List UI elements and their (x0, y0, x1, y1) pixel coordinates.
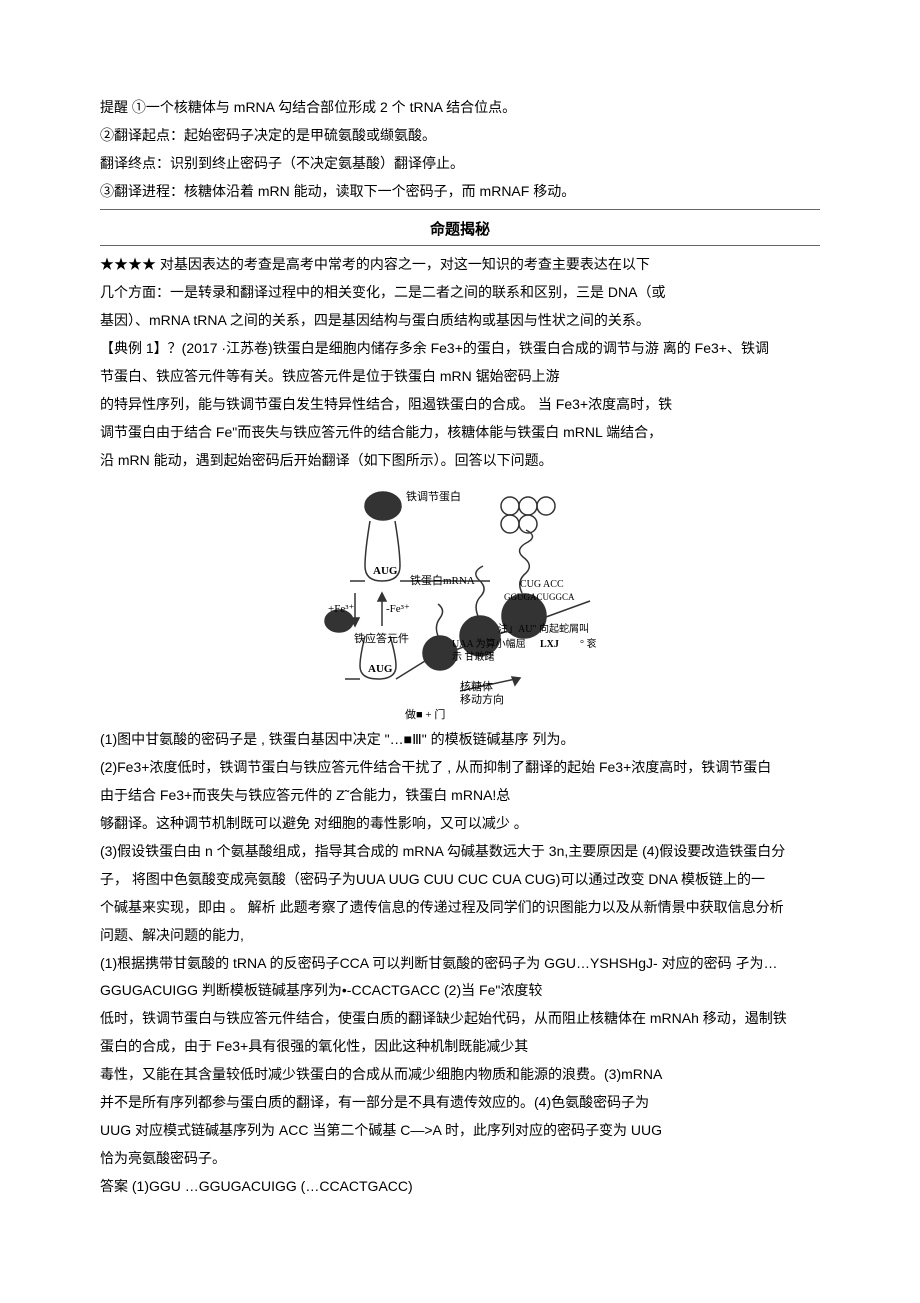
question-4a: 子， 将图中色氨酸变成亮氨酸（密码子为UUA UUG CUU CUC CUA C… (100, 867, 820, 893)
analysis-1: (1)根据携带甘氨酸的 tRNA 的反密码子CCA 可以判断甘氨酸的密码子为 G… (100, 951, 820, 977)
analysis-2: GGUGACUIGG 判断模板链碱基序列为•-CCACTGACC (2)当 Fe… (100, 978, 820, 1004)
question-1: (1)图中甘氨酸的密码子是 , 铁蛋白基因中决定 "…■Ⅲ" 的模板链碱基序 列… (100, 727, 820, 753)
fig-bottom: 做■ + 门 (405, 705, 445, 725)
analysis-4: 蛋白的合成，由于 Fe3+具有很强的氧化性，因此这种机制既能减少其 (100, 1034, 820, 1060)
intro-line-1: ★★★★ 对基因表达的考查是高考中常考的内容之一，对这一知识的考查主要表达在以下 (100, 252, 820, 278)
fig-aug-1: AUG (373, 561, 397, 581)
section-heading: 命题揭秘 (100, 216, 820, 244)
fig-ire: 铁应答元件 (354, 629, 409, 649)
example-line-4: 调节蛋白由于结合 Fe"而丧失与铁应答元件的结合能力，核糖体能与铁蛋白 mRNL… (100, 420, 820, 446)
question-2c: 够翻译。这种调节机制既可以避免 对细胞的毒性影响，又可以减少 。 (100, 811, 820, 837)
question-2b: 由于结合 Fe3+而丧失与铁应答元件的 Z˜合能力，铁蛋白 mRNA!总 (100, 783, 820, 809)
question-2a: (2)Fe3+浓度低时，铁调节蛋白与铁应答元件结合干扰了 , 从而抑制了翻译的起… (100, 755, 820, 781)
fig-note3: 示 甘敢躇 (452, 649, 495, 668)
answer-line: 答案 (1)GGU …GGUGACUIGG (…CCACTGACC) (100, 1174, 820, 1200)
fig-seq: GGUGACUGGCA (504, 589, 575, 606)
section-rule-top (100, 209, 820, 210)
question-3: (3)假设铁蛋白由 n 个氨基酸组成，指导其合成的 mRNA 勾碱基数远大于 3… (100, 839, 820, 865)
fig-mrna-label: 铁蛋白mRNA (410, 571, 475, 591)
example-line-1: 【典例 1】？(2017 ·江苏卷)铁蛋白是细胞内储存多余 Fe3+的蛋白，铁蛋… (100, 336, 820, 362)
section-rule-bottom (100, 245, 820, 246)
fig-top-label: 铁调节蛋白 (406, 487, 461, 507)
reminder-3: 翻译终点：识别到终止密码子（不决定氨基酸）翻译停止。 (100, 151, 820, 177)
reminder-1: 提醒 ①一个核糖体与 mRNA 勾结合部位形成 2 个 tRNA 结合位点。 (100, 95, 820, 121)
fig-lxj: LXJ (540, 636, 559, 655)
question-4b: 个碱基来实现，即由 。 解析 此题考察了遗传信息的传递过程及同学们的识图能力以及… (100, 895, 820, 921)
reminder-2: ②翻译起点：起始密码子决定的是甲硫氨酸或缬氨酸。 (100, 123, 820, 149)
figure-container: 铁调节蛋白 AUG 铁蛋白mRNA +Fe³⁺ -Fe³⁺ 铁应答元件 AUG … (100, 481, 820, 721)
example-line-5: 沿 mRN 能动，遇到起始密码后开始翻译（如下图所示）。回答以下问题。 (100, 448, 820, 474)
question-4c: 问题、解决问题的能力, (100, 923, 820, 949)
intro-line-2: 几个方面：一是转录和翻译过程中的相关变化，二是二者之间的联系和区别，三是 DNA… (100, 280, 820, 306)
intro-line-3: 基因）、mRNA tRNA 之间的关系，四是基因结构与蛋白质结构或基因与性状之间… (100, 308, 820, 334)
fig-note2: ° 衮 (580, 636, 597, 655)
fig-fe-minus: -Fe³⁺ (386, 599, 410, 619)
fig-rib-dir2: 移动方向 (460, 690, 504, 710)
ferritin-diagram: 铁调节蛋白 AUG 铁蛋白mRNA +Fe³⁺ -Fe³⁺ 铁应答元件 AUG … (310, 481, 610, 721)
fig-fe-plus: +Fe³⁺ (328, 599, 354, 619)
reminder-4: ③翻译进程：核糖体沿着 mRN 能动，读取下一个密码子，而 mRNAF 移动。 (100, 179, 820, 205)
analysis-3: 低时，铁调节蛋白与铁应答元件结合，使蛋白质的翻译缺少起始代码，从而阻止核糖体在 … (100, 1006, 820, 1032)
fig-aug-2: AUG (368, 659, 392, 679)
analysis-6: 并不是所有序列都参与蛋白质的翻译，有一部分是不具有遗传效应的。(4)色氨酸密码子… (100, 1090, 820, 1116)
analysis-7: UUG 对应模式链碱基序列为 ACC 当第二个碱基 C—>A 时，此序列对应的密… (100, 1118, 820, 1144)
analysis-8: 恰为亮氨酸密码子。 (100, 1146, 820, 1172)
example-line-3: 的特异性序列，能与铁调节蛋白发生特异性结合，阻遏铁蛋白的合成。 当 Fe3+浓度… (100, 392, 820, 418)
example-line-2: 节蛋白、铁应答元件等有关。铁应答元件是位于铁蛋白 mRN 锯始密码上游 (100, 364, 820, 390)
analysis-5: 毒性，又能在其含量较低时减少铁蛋白的合成从而减少细胞内物质和能源的浪费。(3)m… (100, 1062, 820, 1088)
